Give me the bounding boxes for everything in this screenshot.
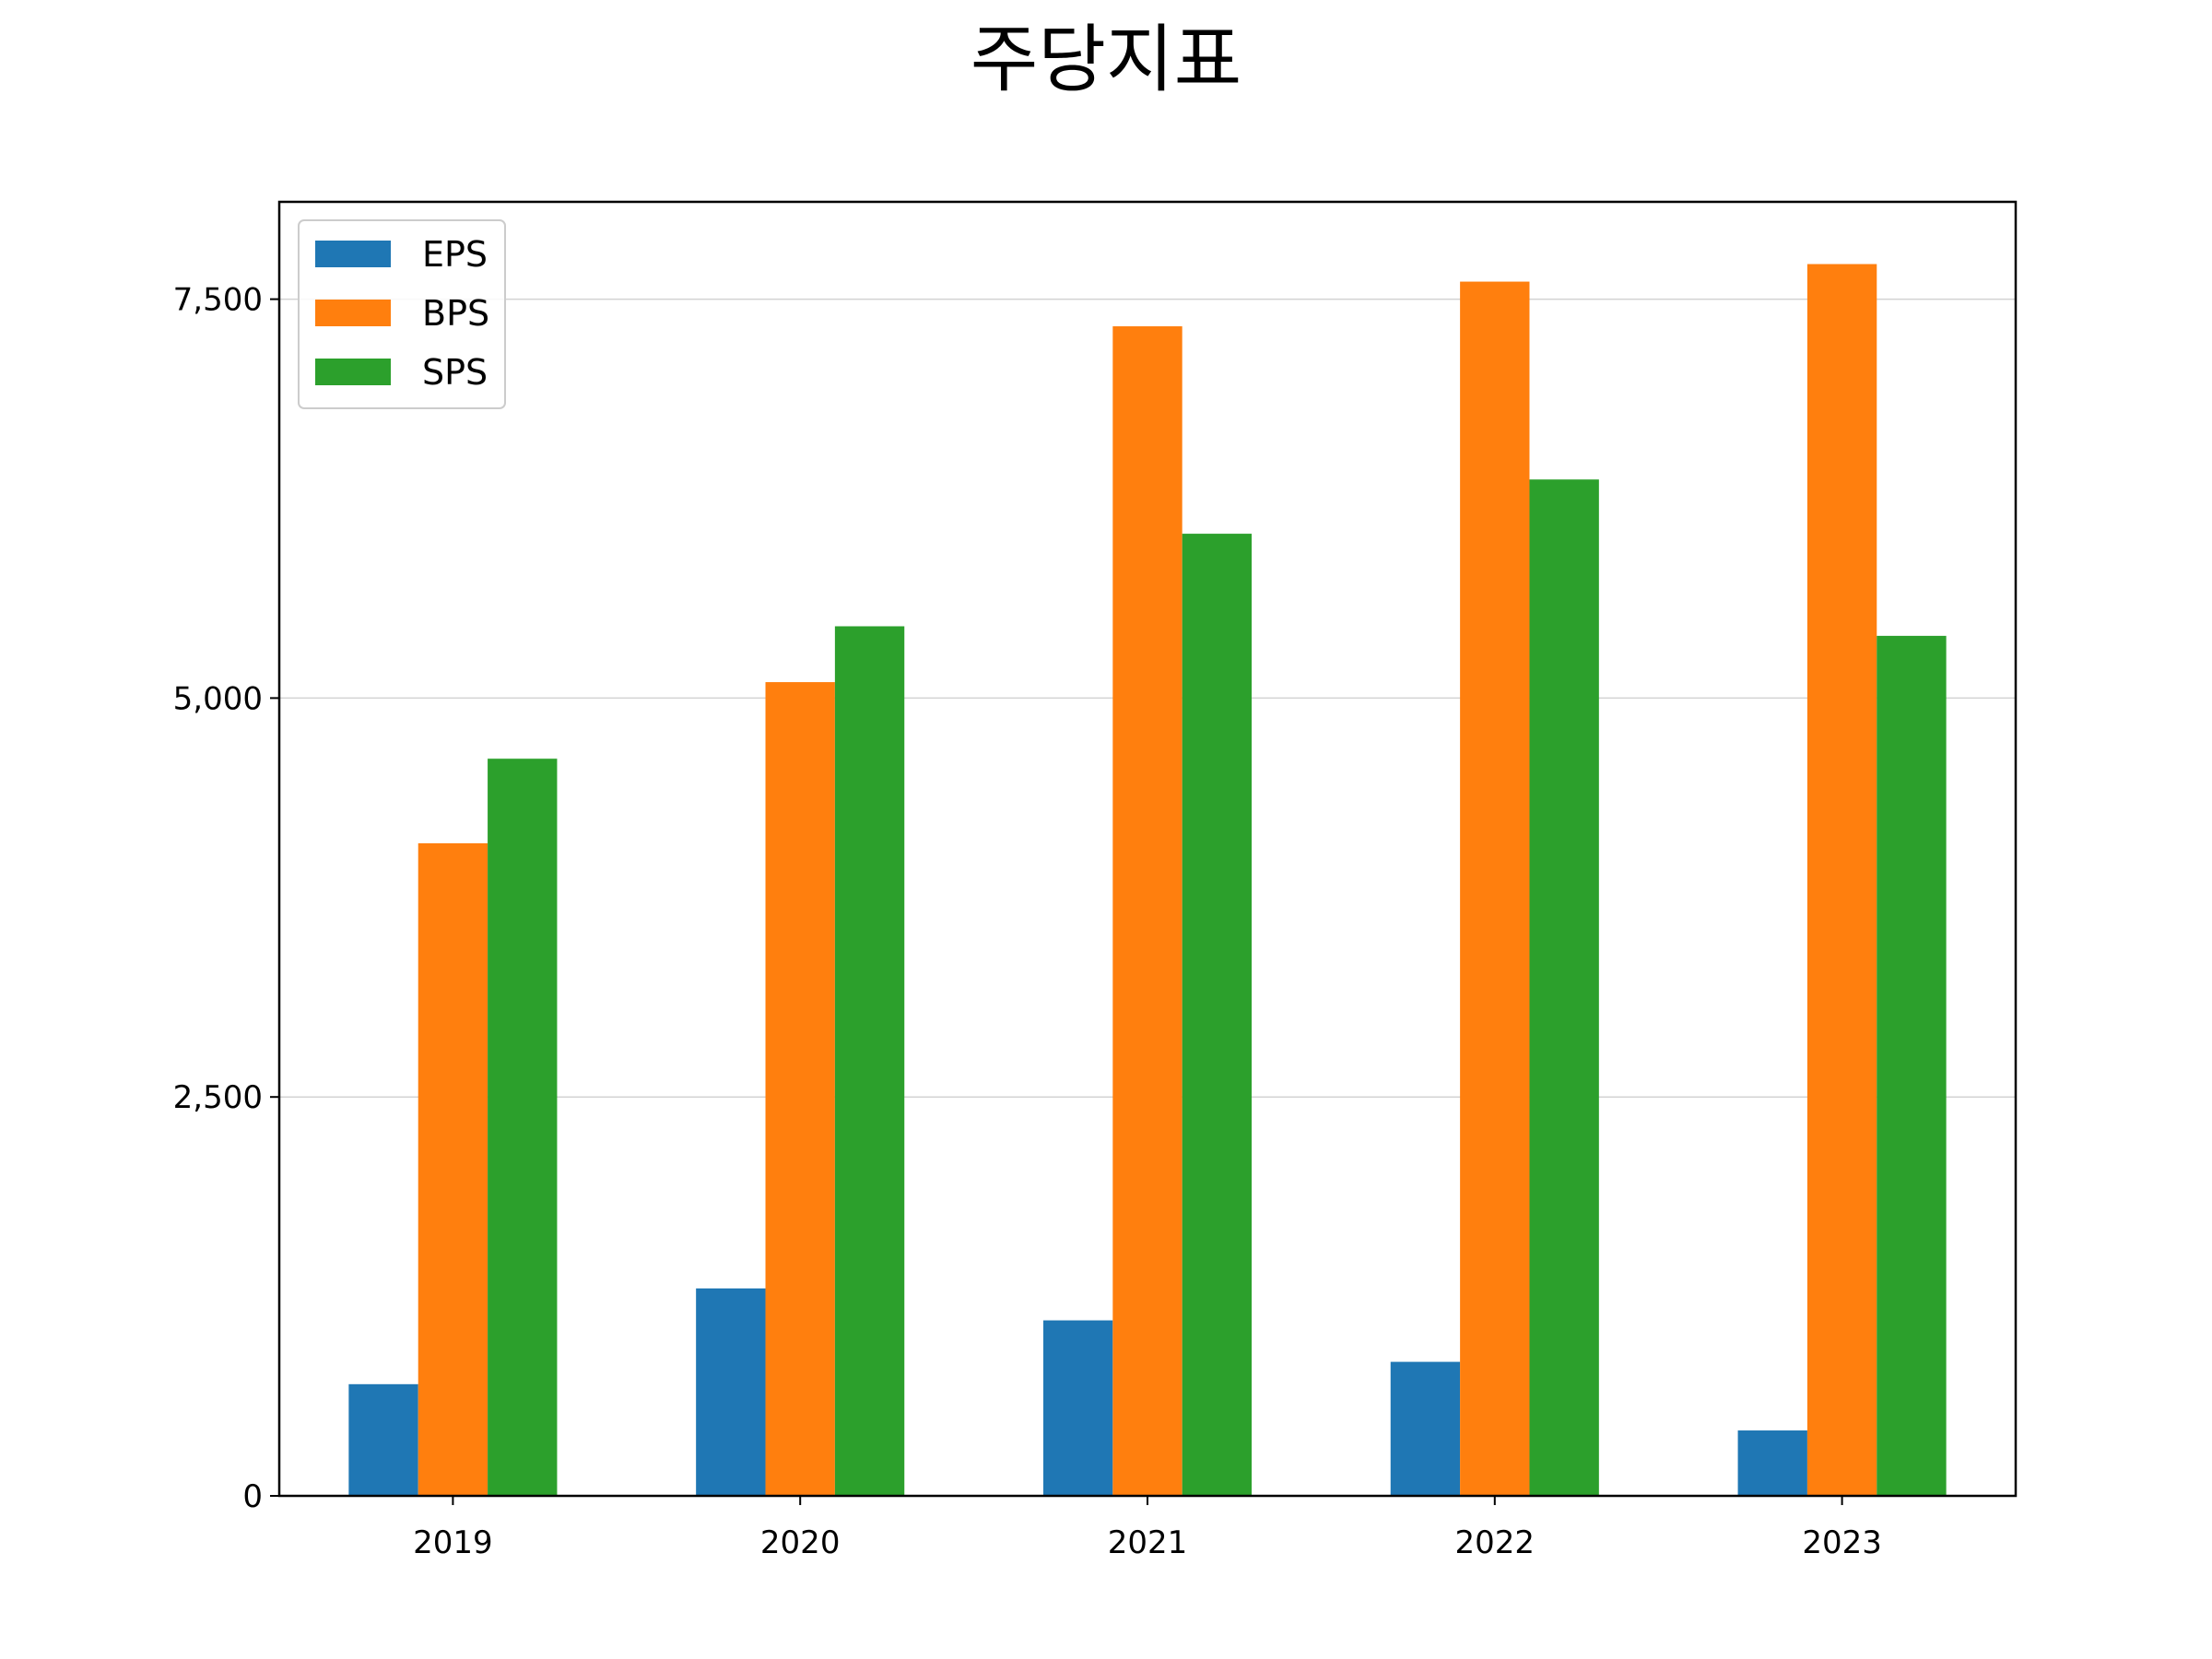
bar-sps-2021 — [1182, 534, 1253, 1496]
bar-eps-2023 — [1737, 1430, 1807, 1496]
bar-eps-2021 — [1042, 1320, 1113, 1496]
legend-swatch-sps — [315, 359, 391, 385]
chart-title: 주당지표 — [971, 17, 1241, 102]
legend-label-eps: EPS — [422, 234, 488, 275]
bar-bps-2020 — [765, 682, 835, 1496]
x-tick-label: 2019 — [413, 1524, 493, 1561]
legend-swatch-bps — [315, 300, 391, 326]
bar-eps-2020 — [696, 1288, 766, 1496]
bar-sps-2019 — [488, 759, 558, 1496]
y-tick-label: 0 — [242, 1478, 263, 1515]
legend-label-sps: SPS — [422, 352, 488, 393]
x-tick-label: 2021 — [1108, 1524, 1188, 1561]
axes: 0 2,500 5,000 7,500 2019 2020 2021 2022 2023 — [173, 200, 2018, 1561]
bars — [348, 264, 1947, 1497]
bar-bps-2019 — [418, 842, 488, 1496]
legend-label-bps: BPS — [422, 293, 489, 334]
x-tick-label: 2020 — [760, 1524, 841, 1561]
bar-eps-2019 — [348, 1383, 418, 1496]
x-tick-label: 2023 — [1802, 1524, 1882, 1561]
bar-bps-2021 — [1112, 326, 1182, 1496]
bar-sps-2022 — [1529, 479, 1599, 1497]
bar-eps-2022 — [1390, 1361, 1461, 1496]
y-tick-label: 2,500 — [173, 1079, 263, 1116]
bar-bps-2023 — [1806, 264, 1877, 1497]
bar-sps-2020 — [834, 626, 905, 1496]
bar-bps-2022 — [1460, 281, 1530, 1496]
legend-swatch-eps — [315, 241, 391, 267]
bar-sps-2023 — [1877, 635, 1947, 1496]
x-tick-label: 2022 — [1455, 1524, 1535, 1561]
y-tick-label: 7,500 — [173, 282, 263, 319]
legend: EPS BPS SPS — [298, 219, 506, 409]
y-tick-label: 5,000 — [173, 680, 263, 717]
